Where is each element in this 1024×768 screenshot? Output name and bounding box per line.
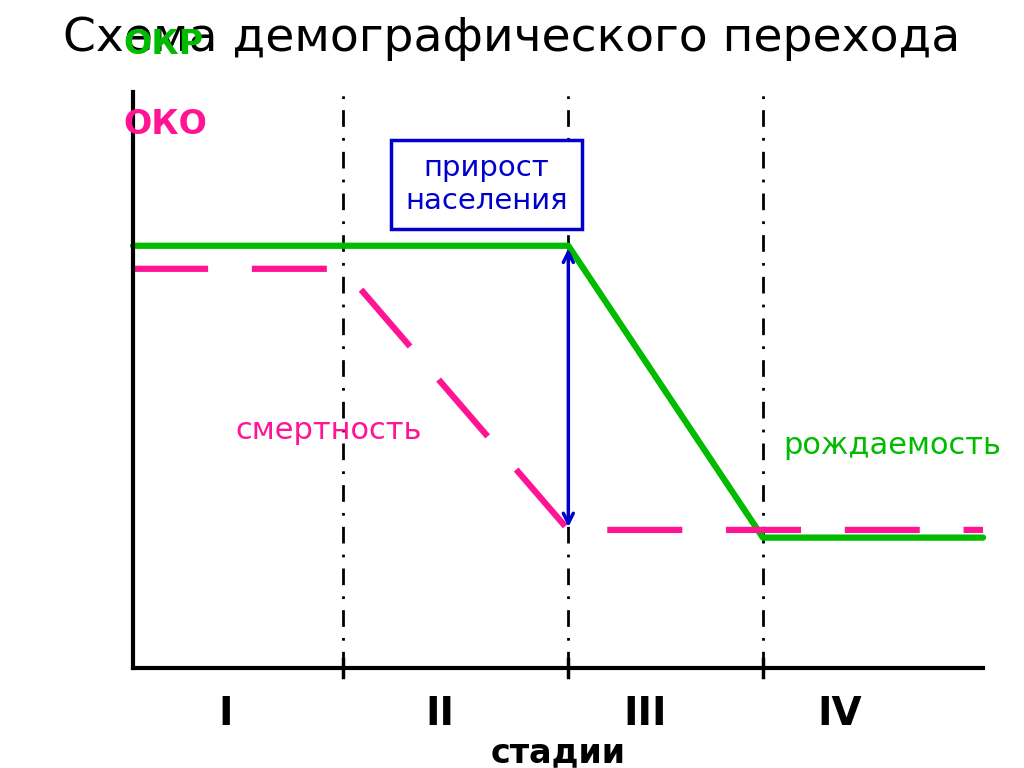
Text: прирост
населения: прирост населения [406,154,567,214]
Text: ОКО: ОКО [123,108,207,141]
Text: II: II [426,695,455,733]
Text: IV: IV [817,695,862,733]
Text: ОКР: ОКР [123,28,203,61]
Text: III: III [624,695,667,733]
Text: смертность: смертность [236,415,422,445]
Text: стадии: стадии [490,737,626,768]
Text: Схема демографического перехода: Схема демографического перехода [63,16,961,61]
Text: I: I [218,695,232,733]
Text: рождаемость: рождаемость [783,431,1001,460]
